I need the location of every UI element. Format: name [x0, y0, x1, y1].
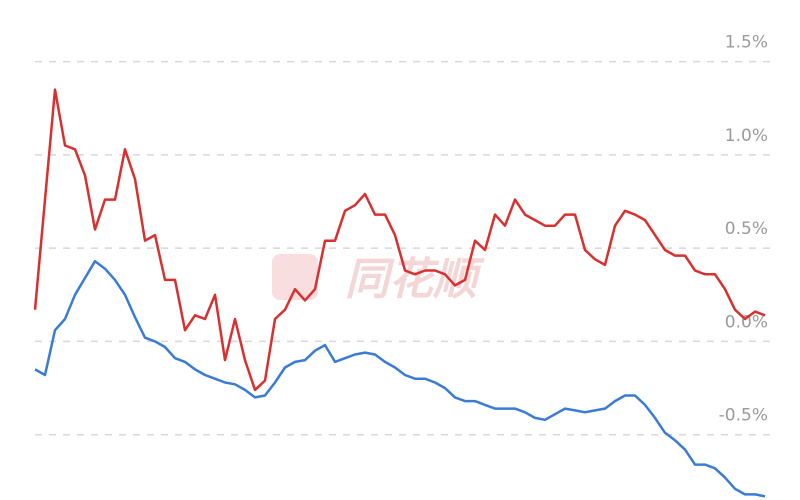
watermark-logo	[272, 254, 318, 300]
y-tick-label: 1.0%	[725, 126, 768, 146]
series-line	[34, 259, 766, 498]
watermark-text: 同花顺	[345, 254, 485, 305]
y-tick-label: 0.5%	[725, 219, 768, 239]
series-line	[33, 88, 766, 392]
y-tick-label: 0.0%	[725, 312, 768, 332]
watermark: 同花顺	[272, 254, 485, 305]
y-tick-label: -0.5%	[719, 406, 768, 426]
y-tick-label: 1.5%	[725, 33, 768, 53]
